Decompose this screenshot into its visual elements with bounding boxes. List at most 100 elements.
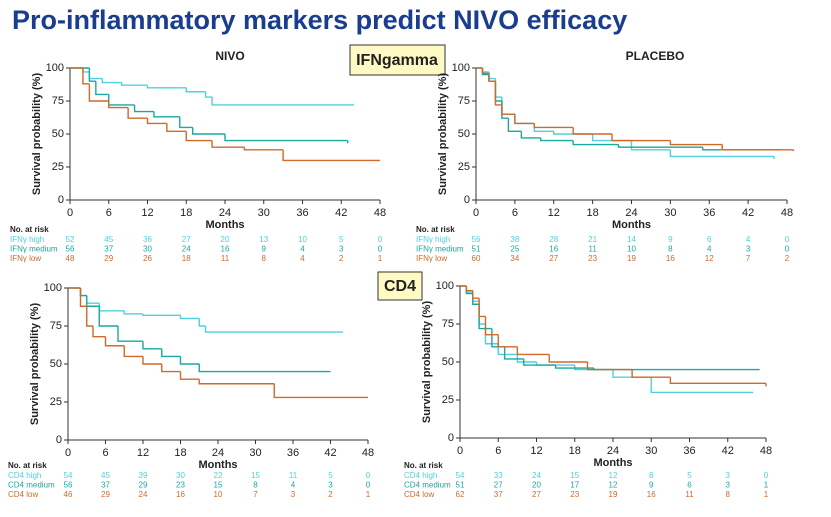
at-risk-count: 26	[143, 254, 152, 263]
at-risk-count: 11	[289, 471, 298, 480]
at-risk-count: 3	[328, 481, 333, 490]
at-risk-count: 23	[176, 481, 185, 490]
survival-step	[86, 306, 93, 327]
legend-label: CD4 medium	[8, 481, 55, 490]
survival-step	[507, 118, 522, 133]
legend-label: IFNγ high	[10, 235, 44, 244]
at-risk-count: 3	[746, 245, 751, 254]
at-risk-count: 62	[456, 490, 465, 499]
x-axis-label: Months	[612, 219, 651, 231]
at-risk-count: 7	[746, 254, 751, 263]
survival-step	[494, 81, 502, 102]
y-tick-label: 50	[52, 128, 64, 140]
group-label-box	[377, 271, 423, 301]
y-tick-label: 0	[464, 194, 470, 206]
at-risk-count: 6	[707, 235, 712, 244]
x-tick-label: 48	[760, 445, 772, 457]
survival-step	[198, 318, 206, 327]
survival-step	[501, 104, 515, 115]
survival-step	[617, 144, 703, 148]
x-axis-label: Months	[205, 219, 244, 231]
survival-step	[273, 383, 368, 399]
at-risk-count: 21	[588, 235, 597, 244]
at-risk-count: 8	[726, 490, 731, 499]
at-risk-count: 45	[101, 471, 110, 480]
legend-label: CD4 high	[8, 471, 41, 480]
survival-step	[198, 364, 331, 373]
risk-title: No. at risk	[8, 461, 47, 470]
survival-step	[198, 379, 275, 385]
survival-step	[478, 301, 486, 325]
at-risk-count: 0	[378, 235, 383, 244]
survival-step	[572, 140, 619, 146]
survival-step	[79, 288, 87, 297]
y-tick-label: 100	[44, 282, 62, 294]
at-risk-count: 27	[494, 481, 503, 490]
at-risk-count: 51	[472, 245, 481, 254]
survival-step	[79, 288, 87, 297]
y-tick-label: 75	[52, 95, 64, 107]
x-tick-label: 24	[212, 447, 224, 459]
at-risk-count: 8	[253, 481, 258, 490]
at-risk-count: 60	[472, 254, 481, 263]
x-tick-label: 6	[495, 445, 501, 457]
survival-step	[243, 147, 284, 151]
at-risk-count: 30	[176, 471, 185, 480]
y-tick-label: 50	[50, 358, 62, 370]
survival-step	[98, 303, 125, 312]
at-risk-count: 20	[532, 481, 541, 490]
at-risk-count: 9	[668, 235, 673, 244]
legend-label: IFNγ low	[416, 254, 447, 263]
x-axis-label: Months	[198, 459, 237, 471]
at-risk-count: 13	[259, 235, 268, 244]
at-risk-count: 10	[298, 235, 307, 244]
legend-label: CD4 high	[404, 471, 437, 480]
at-risk-count: 39	[139, 471, 148, 480]
x-tick-label: 18	[174, 447, 186, 459]
survival-step	[211, 140, 245, 148]
survival-step	[650, 377, 754, 394]
survival-step	[503, 346, 524, 360]
at-risk-count: 8	[649, 471, 654, 480]
survival-step	[142, 313, 181, 317]
at-risk-count: 46	[64, 490, 73, 499]
at-risk-count: 4	[746, 235, 751, 244]
survival-step	[82, 68, 90, 85]
survival-step	[472, 290, 480, 299]
at-risk-count: 9	[262, 245, 267, 254]
survival-step	[98, 306, 118, 327]
legend-label: IFNγ medium	[416, 245, 464, 254]
survival-step	[494, 78, 502, 98]
at-risk-count: 51	[456, 481, 465, 490]
x-tick-label: 36	[287, 447, 299, 459]
survival-step	[478, 298, 486, 318]
at-risk-count: 37	[494, 490, 503, 499]
at-risk-count: 12	[705, 254, 714, 263]
at-risk-count: 56	[66, 245, 75, 254]
at-risk-count: 2	[339, 254, 344, 263]
survival-step	[282, 149, 380, 162]
at-risk-count: 36	[143, 235, 152, 244]
x-tick-label: 48	[781, 207, 793, 219]
at-risk-count: 29	[139, 481, 148, 490]
y-tick-label: 100	[436, 280, 454, 292]
survival-step	[86, 295, 100, 307]
survival-step	[669, 149, 775, 158]
y-tick-label: 0	[58, 194, 64, 206]
survival-step	[488, 73, 496, 82]
at-risk-count: 16	[647, 490, 656, 499]
at-risk-count: 1	[764, 481, 769, 490]
survival-step	[514, 114, 535, 125]
survival-step	[127, 107, 148, 119]
legend-label: IFNγ medium	[10, 245, 58, 254]
at-risk-count: 7	[253, 490, 258, 499]
y-tick-label: 75	[50, 320, 62, 332]
survival-step	[204, 91, 213, 98]
x-tick-label: 12	[141, 207, 153, 219]
survival-step	[472, 293, 480, 305]
at-risk-count: 16	[666, 254, 675, 263]
x-axis-label: Months	[593, 457, 632, 469]
survival-step	[204, 326, 343, 333]
group-label: CD4	[384, 278, 416, 295]
survival-step	[548, 354, 588, 363]
